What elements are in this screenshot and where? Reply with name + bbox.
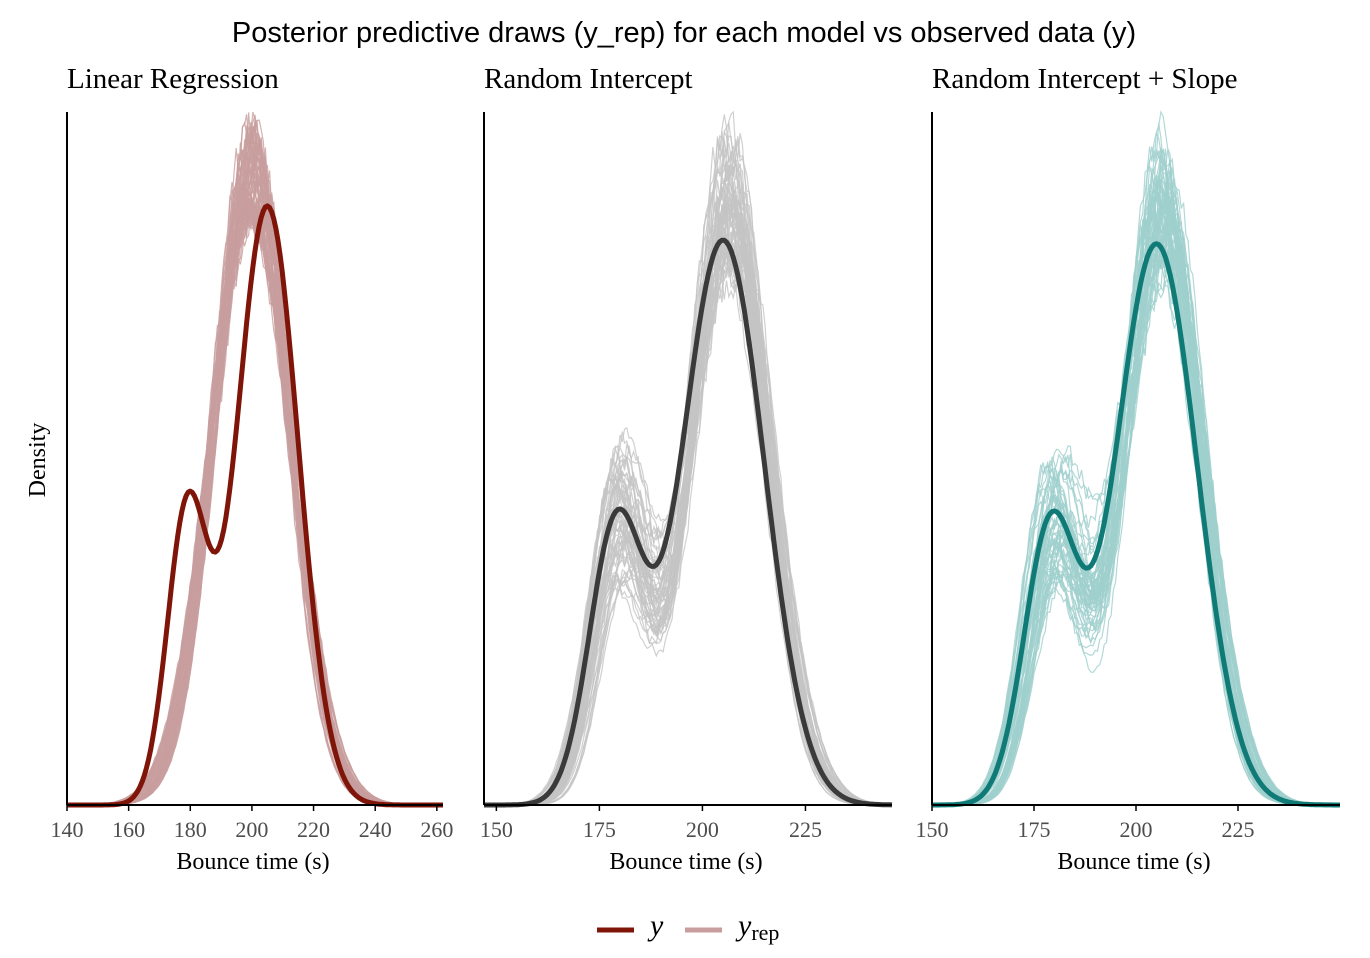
yrep-draw-line xyxy=(484,229,893,806)
legend-label-yrep: yrep xyxy=(735,909,779,945)
x-tick-label: 200 xyxy=(1120,817,1153,842)
x-tick-label: 200 xyxy=(235,817,268,842)
yrep-draw-line xyxy=(484,216,892,806)
x-tick-label: 150 xyxy=(916,817,949,842)
x-tick-label: 225 xyxy=(789,817,822,842)
yrep-draw-line xyxy=(484,277,892,806)
yrep-draw-line xyxy=(932,168,1340,806)
yrep-draw-line xyxy=(67,199,443,806)
yrep-draw-line xyxy=(932,123,1340,806)
yrep-draw-line xyxy=(67,193,443,806)
x-axis-label: Bounce time (s) xyxy=(1057,849,1210,875)
yrep-draw-line xyxy=(67,198,443,806)
observed-y-line xyxy=(66,203,444,808)
yrep-draw-line xyxy=(484,248,893,806)
yrep-draw-line xyxy=(67,203,443,806)
yrep-draw-line xyxy=(67,203,443,806)
yrep-draw-line xyxy=(67,179,443,806)
yrep-draw-line xyxy=(67,197,443,806)
yrep-draw-line xyxy=(67,202,443,806)
yrep-draw-line xyxy=(484,238,892,806)
yrep-draw-line xyxy=(484,234,892,806)
yrep-draw-line xyxy=(484,217,892,806)
yrep-draw-line xyxy=(67,189,443,806)
yrep-draw-line xyxy=(484,212,893,806)
yrep-draw-line xyxy=(484,228,893,806)
yrep-draw-line xyxy=(67,197,443,806)
panels: 140 160 180 200 220 240 260 Linear Regression Bo… xyxy=(51,63,1341,875)
yrep-draw-line xyxy=(67,210,443,806)
yrep-draw-line xyxy=(67,192,443,806)
x-axis-label: Bounce time (s) xyxy=(176,849,329,875)
yrep-draw-line xyxy=(484,232,893,806)
yrep-draw-line xyxy=(932,148,1340,806)
yrep-draw-line xyxy=(67,202,443,806)
x-tick-label: 220 xyxy=(297,817,330,842)
yrep-draw-line xyxy=(67,200,443,806)
x-tick-label: 140 xyxy=(51,817,84,842)
x-tick-label: 160 xyxy=(112,817,145,842)
x-axis-label: Bounce time (s) xyxy=(609,849,762,875)
yrep-draw-line xyxy=(484,230,893,806)
yrep-draw-line xyxy=(932,132,1340,806)
x-tick-label: 150 xyxy=(480,817,513,842)
yrep-draw-line xyxy=(67,196,443,806)
yrep-draw-line xyxy=(484,224,893,806)
legend-label-yrep-sub: rep xyxy=(751,920,779,945)
yrep-draw-line xyxy=(932,255,1340,806)
yrep-draw-line xyxy=(484,211,892,806)
x-tick-label: 180 xyxy=(174,817,207,842)
panel-title: Random Intercept + Slope xyxy=(932,63,1237,95)
yrep-draw-line xyxy=(67,190,443,806)
x-tick-label: 175 xyxy=(583,817,616,842)
yrep-draw-line xyxy=(932,147,1340,806)
yrep-draw-line xyxy=(67,193,443,806)
yrep-draw-line xyxy=(67,188,443,806)
legend: y yrep xyxy=(597,909,779,945)
yrep-draw-line xyxy=(484,266,893,806)
panel-1: 140 160 180 200 220 240 260 Linear Regression Bo… xyxy=(51,63,454,875)
legend-label-y: y xyxy=(647,909,664,942)
x-tick-label: 225 xyxy=(1222,817,1255,842)
legend-label-yrep-main: y xyxy=(735,909,752,942)
panel-title: Random Intercept xyxy=(484,63,693,95)
yrep-draw-line xyxy=(932,256,1340,806)
yrep-draw-line xyxy=(67,196,443,806)
yrep-draw-line xyxy=(484,212,893,806)
yrep-draw-line xyxy=(67,181,443,806)
yrep-draw-line xyxy=(67,199,443,806)
panel-title: Linear Regression xyxy=(67,63,279,95)
yrep-draw-line xyxy=(67,180,443,806)
yrep-draw-line xyxy=(67,184,443,806)
yrep-draw-line xyxy=(66,204,443,806)
x-tick-label: 260 xyxy=(420,817,453,842)
yrep-draw-line xyxy=(67,206,443,806)
x-tick-label: 200 xyxy=(686,817,719,842)
panel-3: 150 175 200 225 Random Intercept + Slope Boun… xyxy=(916,63,1341,875)
yrep-draw-line xyxy=(932,147,1340,806)
y-axis-label: Density xyxy=(25,423,51,498)
chart-title: Posterior predictive draws (y_rep) for e… xyxy=(232,17,1136,49)
x-tick-label: 240 xyxy=(359,817,392,842)
observed-y-line xyxy=(483,237,893,808)
yrep-draw-line xyxy=(484,239,892,806)
yrep-draw-line xyxy=(932,110,1340,806)
panel-2: 150 175 200 225 Random Intercept Bounce time … xyxy=(480,63,893,875)
observed-y-line xyxy=(931,241,1341,808)
yrep-draw-line xyxy=(67,195,443,806)
yrep-draw-line xyxy=(932,150,1340,806)
yrep-draw-line xyxy=(932,148,1340,806)
x-tick-label: 175 xyxy=(1018,817,1051,842)
